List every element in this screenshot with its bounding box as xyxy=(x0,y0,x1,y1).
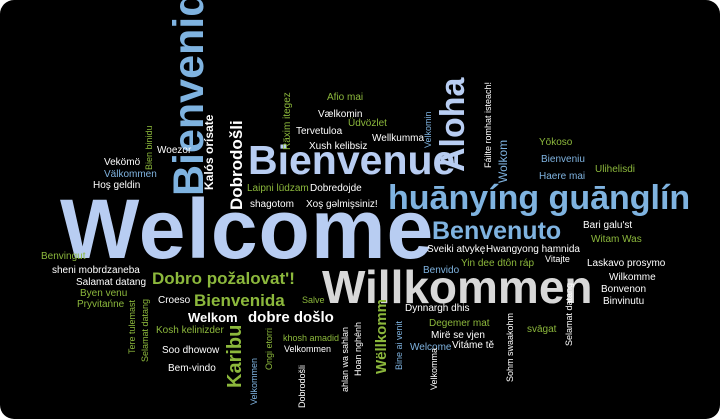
word-ongi-etorri: Ongi etorri xyxy=(264,327,274,370)
word-welcome: Welcome xyxy=(60,182,435,276)
word-witam-was: Witam Was xyxy=(591,234,642,245)
word-bine-ai-venit: Bine ai venit xyxy=(394,320,404,370)
word-dynnargh: Dynnargh dhis xyxy=(405,303,470,314)
word-wilkomme: Wilkomme xyxy=(609,272,656,283)
word-bienvenue: Bienvenue xyxy=(248,137,456,183)
word-sohm-swaakohm: Sohm swaakohm xyxy=(505,312,515,382)
word-raxim-itegez: Räxim itegez xyxy=(282,92,293,150)
word-byen-venu: Byen venu xyxy=(80,288,128,299)
word-salve: Salve xyxy=(302,295,325,305)
word-sveiki: Sveiki atvykę xyxy=(427,244,486,255)
word-mire-se-vjen: Mirë se vjen xyxy=(431,330,485,341)
word-hwangyong: Hwangyong hamnida xyxy=(486,244,580,255)
word-bien-binidu: Bien binidu xyxy=(144,125,154,170)
word-vitame-te: Vitáme tě xyxy=(452,340,495,351)
word-wellkumma: Wellkumma xyxy=(372,133,425,144)
word-khosh-amadid: khosh amadid xyxy=(283,333,340,343)
word-huanying: huānyíng guānglín xyxy=(388,179,691,217)
word-vaelkomin: Vælkomin xyxy=(318,109,363,120)
word-haere-mai: Haere mai xyxy=(539,171,586,182)
word-dobredojde: Dobredojde xyxy=(310,183,362,194)
word-shagotom: shagotom xyxy=(250,199,294,210)
word-dobrodosli-small: Dobrodošli xyxy=(297,364,307,408)
word-yin-dee: Yin dee dtôn ráp xyxy=(461,258,535,269)
word-tere-tulemast: Tere tulemast xyxy=(127,299,137,354)
word-dobre-doslo: dobre došlo xyxy=(248,309,334,326)
word-udvozlet: Üdvözlet xyxy=(348,118,387,129)
word-soo-dhowow: Soo dhowow xyxy=(162,345,220,356)
word-laskavo-prosymo: Laskavo prosymo xyxy=(587,258,666,269)
word-xos-gelmissiniz: Xoş gǝlmişsiniz! xyxy=(306,199,378,210)
word-selamat-datang-right: Selamat datang xyxy=(564,282,574,346)
word-vitajte: Vitajte xyxy=(545,254,570,264)
word-salamat-datang: Salamat datang xyxy=(76,277,147,288)
word-xush-kelibsiz: Xush kelibsiz xyxy=(309,141,368,152)
word-afio-mai: Afio mai xyxy=(327,92,364,103)
word-croeso: Croeso xyxy=(158,295,191,306)
word-bem-vindo: Bem-vindo xyxy=(168,363,216,374)
word-sheni: sheni mobrdzaneba xyxy=(52,265,140,276)
word-pryvitanne: Pryvitańne xyxy=(77,299,125,310)
word-vekomo: Vekömö xyxy=(104,157,141,168)
word-selamat-datang-left: Selamat datang xyxy=(140,298,150,362)
word-bari-galust: Bari galu'st xyxy=(583,220,633,231)
word-bonvenon: Bonvenon xyxy=(601,284,647,295)
word-degemer: Degemer mat xyxy=(429,318,490,329)
word-willkommen: Willkommen xyxy=(322,261,593,313)
word-velkomma: Velkomma xyxy=(429,347,439,390)
word-bienveniu: Bienveniu xyxy=(541,154,585,165)
word-failte: Fáilte romhat isteach! xyxy=(483,81,493,168)
word-benvenuto: Benvenuto xyxy=(432,217,562,245)
word-bienvenida: Bienvenida xyxy=(194,291,285,310)
word-velkommen: Velkommen xyxy=(284,344,332,354)
word-tervetuloa: Tervetuloa xyxy=(296,126,343,137)
word-dobrodosli-big: Dobrodošli xyxy=(227,120,246,210)
word-wolkom: Wolkom xyxy=(496,139,510,183)
word-woezor: Woezor xyxy=(157,145,192,156)
word-karibu: Karibu xyxy=(224,324,246,388)
word-ahlan: ahlan wa sahlan xyxy=(340,326,350,392)
word-yokoso: Yōkoso xyxy=(539,137,573,148)
word-aloha: Aloha xyxy=(434,77,472,172)
word-binvinutu: Binvinutu xyxy=(603,296,645,307)
word-benvido: Benvido xyxy=(423,265,460,276)
word-ulihelisdi: Ulihelisdi xyxy=(595,164,636,175)
word-benvingut: Benvingut xyxy=(41,251,86,262)
word-velkommen-vert: Velkommen xyxy=(249,357,259,405)
word-kalos-orisate: Kalós orísate xyxy=(202,114,216,190)
word-svagat: svāgat xyxy=(527,324,557,335)
word-hoan-nghenh: Hoan nghênh xyxy=(353,321,363,376)
word-wellkomm: Wëllkomm xyxy=(373,298,390,374)
word-valkommen: Välkommen xyxy=(104,169,157,180)
word-welcome-small: Welcome xyxy=(410,342,452,353)
word-welkom-big: Welkom xyxy=(188,310,238,325)
word-hos-geldin: Hoş geldin xyxy=(93,180,141,191)
word-dobro-pozalovat: Dobro požalovat'! xyxy=(152,269,295,288)
word-velkomin: Velkomin xyxy=(423,111,433,148)
word-laipni: Laipni lūdzam xyxy=(247,183,309,194)
word-kosh-kelinizder: Kosh kelinizder xyxy=(156,325,224,336)
